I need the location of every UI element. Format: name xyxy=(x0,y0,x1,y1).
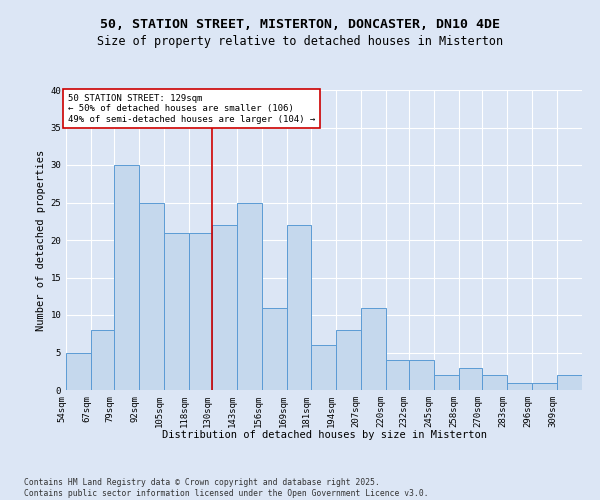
Bar xyxy=(287,225,311,390)
Text: Size of property relative to detached houses in Misterton: Size of property relative to detached ho… xyxy=(97,35,503,48)
Bar xyxy=(66,352,91,390)
Bar xyxy=(507,382,532,390)
Bar xyxy=(482,375,507,390)
Bar xyxy=(262,308,287,390)
Bar xyxy=(532,382,557,390)
Bar xyxy=(164,232,189,390)
Y-axis label: Number of detached properties: Number of detached properties xyxy=(36,150,46,330)
Bar xyxy=(361,308,386,390)
Bar xyxy=(459,368,482,390)
Bar xyxy=(114,165,139,390)
Bar xyxy=(335,330,361,390)
Bar xyxy=(311,345,335,390)
Bar xyxy=(238,202,262,390)
Text: Contains HM Land Registry data © Crown copyright and database right 2025.
Contai: Contains HM Land Registry data © Crown c… xyxy=(24,478,428,498)
Bar xyxy=(409,360,434,390)
X-axis label: Distribution of detached houses by size in Misterton: Distribution of detached houses by size … xyxy=(161,430,487,440)
Bar xyxy=(557,375,582,390)
Text: 50, STATION STREET, MISTERTON, DONCASTER, DN10 4DE: 50, STATION STREET, MISTERTON, DONCASTER… xyxy=(100,18,500,30)
Bar xyxy=(91,330,114,390)
Bar xyxy=(386,360,409,390)
Text: 50 STATION STREET: 129sqm
← 50% of detached houses are smaller (106)
49% of semi: 50 STATION STREET: 129sqm ← 50% of detac… xyxy=(68,94,315,124)
Bar xyxy=(139,202,164,390)
Bar xyxy=(434,375,459,390)
Bar xyxy=(189,232,212,390)
Bar xyxy=(212,225,238,390)
